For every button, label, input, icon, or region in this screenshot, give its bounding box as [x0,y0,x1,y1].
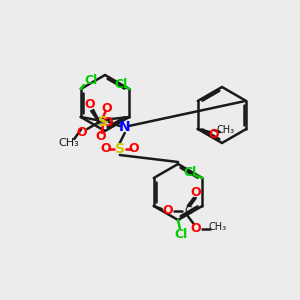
Text: O: O [84,98,94,112]
Text: O: O [128,142,139,155]
Text: Cl: Cl [115,77,128,91]
Text: O: O [208,128,219,140]
Text: N: N [119,120,130,134]
Text: O: O [162,205,173,218]
Text: Cl: Cl [84,74,98,86]
Text: CH₃: CH₃ [59,138,80,148]
Text: Cl: Cl [174,227,188,241]
Text: O: O [76,127,87,140]
Text: CH₃: CH₃ [209,222,227,232]
Text: O: O [190,187,201,200]
Text: O: O [100,142,111,155]
Text: CH₃: CH₃ [217,125,235,135]
Text: C: C [184,206,192,216]
Text: S: S [115,142,125,156]
Text: O: O [102,116,112,128]
Text: O: O [95,130,106,142]
Text: S: S [98,115,108,129]
Text: Cl: Cl [184,167,197,179]
Text: O: O [190,223,201,236]
Text: O: O [101,101,112,115]
Text: C: C [95,117,103,127]
